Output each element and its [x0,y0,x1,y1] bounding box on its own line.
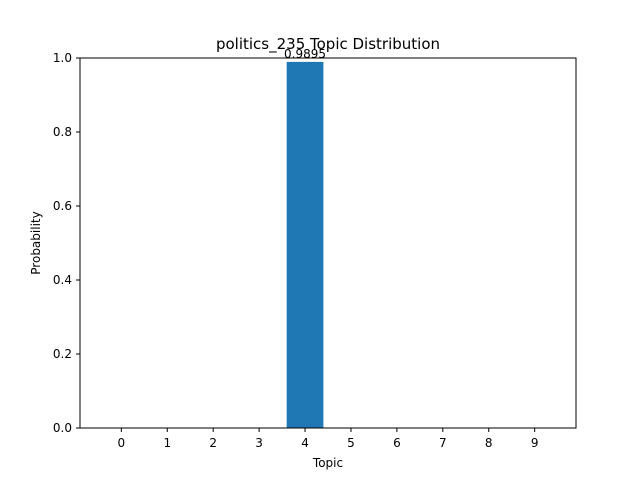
plot-frame [79,57,577,429]
data-labels-group: 0.9895 [284,47,326,61]
x-tick-label-7: 7 [439,436,447,450]
x-tick-label-1: 1 [163,436,171,450]
x-tick-label-0: 0 [118,436,126,450]
y-tick-label-5: 1.0 [53,51,72,65]
y-tick-label-0: 0.0 [53,421,72,435]
y-axis-label: Probability [29,211,43,274]
y-tick-label-1: 0.2 [53,347,72,361]
x-tick-label-6: 6 [393,436,401,450]
data-label-topic-4: 0.9895 [284,47,326,61]
x-axis: 0 1 2 3 4 5 6 7 8 9 [118,428,539,450]
x-tick-label-8: 8 [485,436,493,450]
y-axis: 0.0 0.2 0.4 0.6 0.8 1.0 [53,51,80,435]
x-tick-label-3: 3 [255,436,263,450]
y-tick-label-3: 0.6 [53,199,72,213]
y-tick-label-2: 0.4 [53,273,72,287]
x-tick-label-4: 4 [301,436,309,450]
bars-group [286,61,324,428]
chart-title: politics_235 Topic Distribution [216,35,440,54]
bar-topic-4 [286,61,324,428]
y-tick-label-4: 0.8 [53,125,72,139]
x-tick-label-2: 2 [209,436,217,450]
x-axis-label: Topic [312,456,343,470]
x-tick-label-9: 9 [531,436,539,450]
x-tick-label-5: 5 [347,436,355,450]
